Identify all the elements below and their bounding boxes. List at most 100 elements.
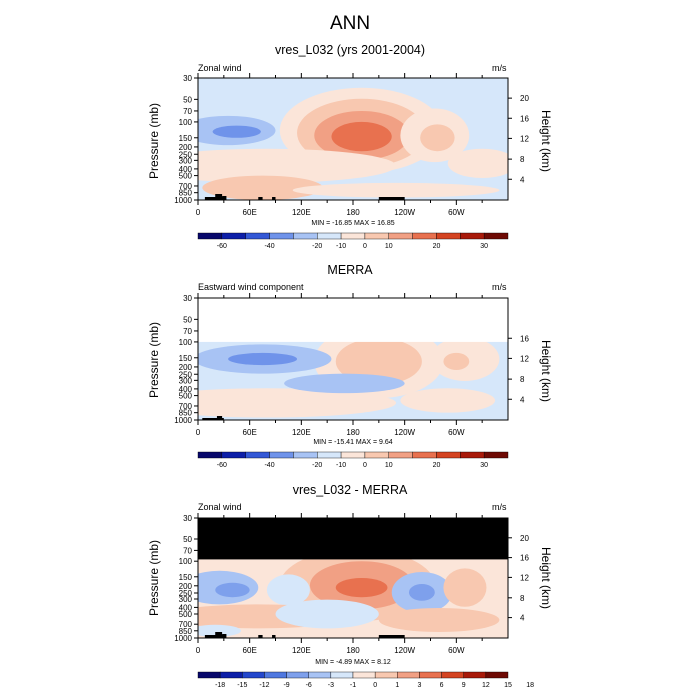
contour-region xyxy=(198,148,397,183)
y-tick-label: 150 xyxy=(179,134,193,143)
right-tick-label: 16 xyxy=(520,334,529,343)
topography xyxy=(272,635,276,638)
panel-2-minmax: MIN = -15.41 MAX = 9.64 xyxy=(313,439,393,446)
x-tick-label: 120W xyxy=(394,646,415,655)
topography xyxy=(202,418,224,420)
colorbar-label: -18 xyxy=(215,682,225,689)
y-tick-label: 50 xyxy=(183,315,192,324)
x-tick-label: 120E xyxy=(292,428,311,437)
y-tick-label: 200 xyxy=(179,363,193,372)
y-tick-label: 300 xyxy=(179,156,193,165)
colorbar-label: -15 xyxy=(237,682,247,689)
colorbar-swatch xyxy=(483,451,509,459)
topography xyxy=(222,196,227,200)
colorbar-label: 3 xyxy=(417,682,421,689)
panel-2-title: MERRA xyxy=(327,263,373,277)
right-tick-label: 4 xyxy=(520,175,525,184)
contour-region xyxy=(202,175,323,200)
panel-3-minmax: MIN = -4.89 MAX = 8.12 xyxy=(315,659,391,666)
colorbar-label: -6 xyxy=(306,682,312,689)
y-tick-label: 100 xyxy=(179,338,193,347)
colorbar-swatch xyxy=(352,671,376,679)
x-tick-label: 120W xyxy=(394,208,415,217)
topography xyxy=(378,197,405,200)
colorbar-label: 12 xyxy=(482,682,490,689)
colorbar-swatch xyxy=(397,671,420,679)
y-tick-label: 150 xyxy=(179,354,193,363)
y-tick-label: 250 xyxy=(179,589,193,598)
x-tick-label: 60W xyxy=(448,428,465,437)
panel-3-title: vres_L032 - MERRA xyxy=(292,483,408,497)
y-tick-label: 100 xyxy=(179,118,193,127)
right-tick-label: 4 xyxy=(520,614,525,623)
y-tick-label: 250 xyxy=(179,150,193,159)
contour-region xyxy=(215,582,250,598)
right-tick-label: 20 xyxy=(520,94,529,103)
colorbar-label: 6 xyxy=(440,682,444,689)
panel-3-variable-label: Zonal wind xyxy=(198,502,242,512)
right-tick-label: 20 xyxy=(520,534,529,543)
colorbar-label: -10 xyxy=(336,243,346,250)
topography xyxy=(258,197,263,200)
y-tick-label: 50 xyxy=(183,95,192,104)
colorbar-label: 10 xyxy=(385,243,393,250)
colorbar-label: 18 xyxy=(526,682,534,689)
y-tick-label: 300 xyxy=(179,376,193,385)
colorbar-label: -40 xyxy=(264,462,274,469)
y-tick-label: 70 xyxy=(183,546,192,555)
y-tick-label: 100 xyxy=(179,557,193,566)
contour-region xyxy=(408,584,435,601)
colorbar-2 xyxy=(197,451,509,459)
y-tick-label: 70 xyxy=(183,327,192,336)
x-tick-label: 60W xyxy=(448,646,465,655)
x-tick-label: 60E xyxy=(243,646,257,655)
x-tick-label: 0 xyxy=(196,428,201,437)
right-tick-label: 8 xyxy=(520,155,525,164)
contour-region xyxy=(443,568,487,607)
x-tick-label: 180 xyxy=(346,646,360,655)
right-tick-label: 8 xyxy=(520,594,525,603)
y-tick-label: 300 xyxy=(179,595,193,604)
y-tick-label: 500 xyxy=(179,392,193,401)
contour-region xyxy=(447,148,508,179)
colorbar-swatch xyxy=(286,671,309,679)
x-tick-label: 60W xyxy=(448,208,465,217)
colorbar-label: -1 xyxy=(350,682,356,689)
masked-region xyxy=(198,518,508,560)
topography xyxy=(204,635,224,638)
colorbar-swatch xyxy=(485,671,509,679)
panel-1-units: m/s xyxy=(492,63,507,73)
y-tick-label: 50 xyxy=(183,535,192,544)
right-tick-label: 12 xyxy=(520,354,529,363)
right-tick-label: 4 xyxy=(520,395,525,404)
y-tick-label: 400 xyxy=(179,385,193,394)
contour-region xyxy=(335,578,388,598)
contour-region xyxy=(335,338,422,385)
y-tick-label: 1000 xyxy=(174,196,192,205)
contour-region xyxy=(198,624,242,637)
x-tick-label: 120E xyxy=(292,646,311,655)
contour-region xyxy=(212,125,261,138)
x-tick-label: 0 xyxy=(196,208,201,217)
colorbar-label: -20 xyxy=(312,243,322,250)
contour-region xyxy=(266,574,310,606)
colorbar-swatch xyxy=(441,671,464,679)
x-tick-label: 180 xyxy=(346,208,360,217)
topography xyxy=(204,197,224,200)
colorbar-label: 0 xyxy=(363,462,367,469)
panel-1-field xyxy=(198,78,508,200)
colorbar-label: 9 xyxy=(462,682,466,689)
topography xyxy=(222,634,227,638)
right-tick-label: 8 xyxy=(520,375,525,384)
colorbar-label: 0 xyxy=(363,243,367,250)
colorbar-1 xyxy=(197,232,509,240)
colorbar-swatch xyxy=(219,671,243,679)
x-tick-label: 120W xyxy=(394,428,415,437)
right-tick-label: 16 xyxy=(520,554,529,563)
contour-region xyxy=(400,388,496,413)
contour-region xyxy=(292,182,500,198)
topography xyxy=(215,194,223,200)
topography xyxy=(215,632,223,638)
contour-region xyxy=(198,388,397,418)
